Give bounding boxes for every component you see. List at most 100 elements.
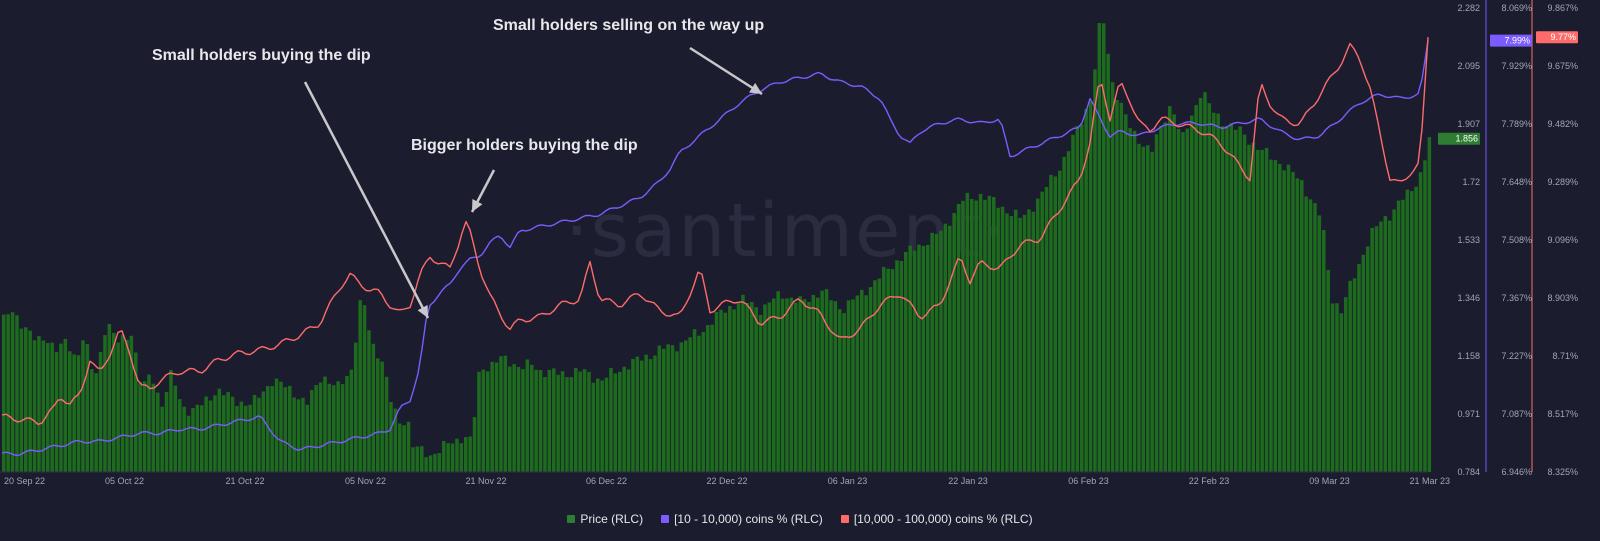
price-bar xyxy=(85,344,90,472)
price-tick-label: 1.533 xyxy=(1457,235,1480,245)
price-bar xyxy=(54,352,59,472)
price-bar xyxy=(780,298,785,472)
price-bar xyxy=(983,199,987,472)
price-bar xyxy=(125,339,129,472)
price-bar xyxy=(147,374,151,472)
price-bar xyxy=(310,390,314,472)
price-bar xyxy=(296,399,301,472)
price-bar xyxy=(6,314,10,472)
price-bar xyxy=(904,252,908,472)
price-bar xyxy=(538,370,543,472)
legend: Price (RLC) [10 - 10,000) coins % (RLC) … xyxy=(0,512,1600,526)
small-tick-label: 7.367% xyxy=(1501,293,1532,303)
legend-label-price: Price (RLC) xyxy=(580,512,644,526)
price-bar xyxy=(1031,211,1036,472)
price-bar xyxy=(569,377,574,472)
price-bar xyxy=(494,362,499,472)
price-bar xyxy=(873,280,877,472)
price-bar xyxy=(1278,163,1282,472)
price-bar xyxy=(1066,151,1071,472)
price-bar xyxy=(1097,23,1102,472)
legend-item-small-holders[interactable]: [10 - 10,000) coins % (RLC) xyxy=(661,512,823,526)
x-tick-label: 20 Sep 22 xyxy=(4,476,45,486)
price-bar xyxy=(758,315,763,472)
big-tick-label: 8.325% xyxy=(1547,467,1578,477)
price-bar xyxy=(283,387,288,472)
price-bar xyxy=(675,351,679,472)
price-bar xyxy=(279,381,283,472)
price-bar xyxy=(1370,227,1374,472)
price-bar xyxy=(1106,53,1110,473)
price-bar xyxy=(332,385,336,472)
price-bar xyxy=(798,296,802,472)
price-bar xyxy=(32,340,37,472)
price-bar xyxy=(1093,69,1097,472)
price-bar xyxy=(1018,217,1022,472)
price-tick-label: 0.971 xyxy=(1457,409,1480,419)
price-bar xyxy=(160,406,164,472)
price-bar xyxy=(745,302,750,472)
price-bar xyxy=(534,369,538,472)
price-bar xyxy=(1176,128,1181,472)
price-bar xyxy=(433,453,437,472)
legend-item-big-holders[interactable]: [10,000 - 100,000) coins % (RLC) xyxy=(840,512,1033,526)
price-bar xyxy=(697,335,701,472)
price-bar xyxy=(838,309,842,472)
price-bar xyxy=(1159,126,1163,472)
price-bar xyxy=(666,344,670,472)
price-bar xyxy=(1220,126,1225,473)
price-bar xyxy=(908,245,912,472)
x-tick-label: 05 Oct 22 xyxy=(105,476,144,486)
price-bar xyxy=(252,394,257,472)
big-current-badge xyxy=(1536,31,1578,44)
price-bar xyxy=(582,369,587,472)
price-bar xyxy=(609,368,613,472)
price-bar xyxy=(543,377,547,472)
price-bar xyxy=(455,438,459,472)
price-bar xyxy=(1216,113,1220,472)
price-bar xyxy=(19,328,24,472)
price-bar xyxy=(750,302,754,472)
price-bar xyxy=(244,405,248,472)
price-bar xyxy=(613,373,618,472)
price-bar xyxy=(367,330,371,472)
arrow-small-holders-dip-head xyxy=(417,305,428,318)
price-bar xyxy=(428,455,433,472)
big-current-label: 9.77% xyxy=(1550,32,1576,42)
price-bar xyxy=(398,423,402,472)
price-bar xyxy=(1269,159,1273,472)
price-bar xyxy=(864,295,868,472)
price-bar xyxy=(182,406,186,472)
price-bar xyxy=(142,381,147,472)
price-bar xyxy=(1146,145,1150,473)
price-bar xyxy=(591,382,596,472)
price-bar xyxy=(640,360,644,472)
price-bar xyxy=(706,325,710,472)
x-tick-label: 22 Feb 23 xyxy=(1189,476,1230,486)
arrow-small-holders-selling-head xyxy=(749,82,762,94)
big-holders-line xyxy=(1,37,1429,425)
price-bar xyxy=(974,200,978,472)
price-bar xyxy=(446,443,450,472)
price-bar xyxy=(129,335,134,472)
price-bar xyxy=(464,437,468,472)
price-bar xyxy=(151,383,156,472)
price-bar xyxy=(970,199,974,472)
price-bar xyxy=(208,400,213,472)
price-bar xyxy=(560,371,565,472)
price-bar xyxy=(1115,100,1119,472)
price-bar xyxy=(345,376,349,472)
price-bar xyxy=(1124,114,1128,473)
price-bar xyxy=(1300,180,1304,472)
price-bar xyxy=(68,351,72,472)
small-tick-label: 7.648% xyxy=(1501,177,1532,187)
big-tick-label: 8.903% xyxy=(1547,293,1578,303)
price-bar xyxy=(76,355,81,472)
price-bar xyxy=(1036,198,1040,472)
price-bar xyxy=(98,352,103,472)
legend-item-price[interactable]: Price (RLC) xyxy=(567,512,643,526)
price-bar xyxy=(1348,280,1352,472)
legend-swatch-small-holders xyxy=(661,515,670,523)
price-bar xyxy=(662,349,666,472)
price-bar xyxy=(679,342,684,472)
